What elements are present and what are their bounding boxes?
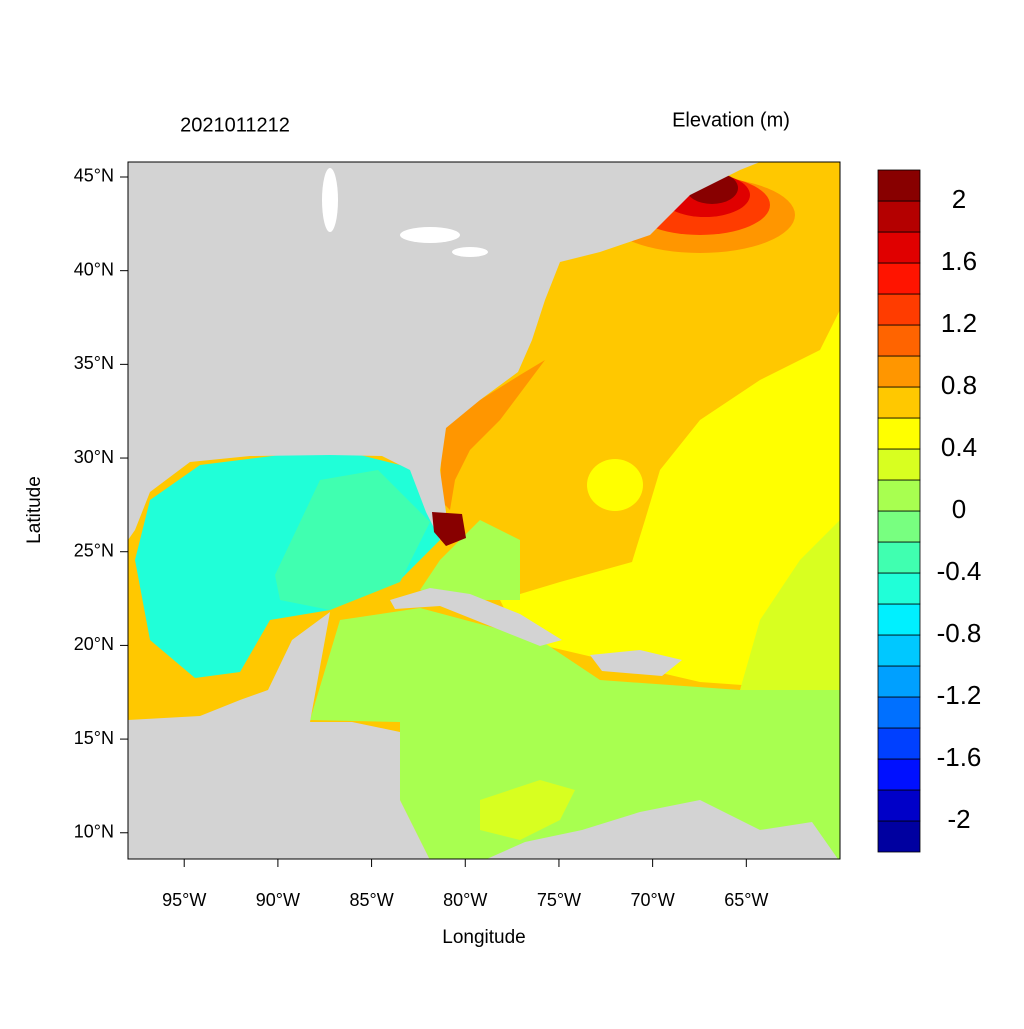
colorbar-box <box>877 510 921 543</box>
colorbar-box <box>877 355 921 388</box>
field-region <box>275 470 430 610</box>
colorbar-box <box>877 758 921 791</box>
colorbar-box <box>877 541 921 574</box>
colorbar-box <box>877 417 921 450</box>
x-tick-label: 95°W <box>162 890 206 910</box>
colorbar-label: -0.8 <box>937 618 982 648</box>
colorbar-label: 1.6 <box>941 246 977 276</box>
x-tick-label: 70°W <box>631 890 675 910</box>
lake <box>400 227 460 243</box>
colorbar-box <box>877 324 921 357</box>
colorbar-label: -2 <box>947 804 970 834</box>
land <box>128 162 760 540</box>
colorbar-label: 0.4 <box>941 432 977 462</box>
colorbar-box <box>877 789 921 822</box>
x-tick-label: 85°W <box>349 890 393 910</box>
y-tick-label: 30°N <box>74 447 114 467</box>
colorbar-box <box>877 634 921 667</box>
field-region <box>480 780 575 840</box>
lake <box>322 168 338 232</box>
field-region <box>440 360 545 510</box>
field-region <box>420 520 520 600</box>
field-region <box>740 520 840 700</box>
y-axis-label: Latitude <box>24 476 45 544</box>
plot-frame <box>127 161 841 860</box>
colorbar-box <box>877 696 921 729</box>
colorbar-box <box>877 479 921 512</box>
chart-title: 2021011212 <box>180 114 290 136</box>
colorbar-box <box>877 727 921 760</box>
field-region <box>587 459 643 511</box>
y-tick-label: 45°N <box>74 166 114 186</box>
colorbar-box <box>877 572 921 605</box>
y-tick-label: 20°N <box>74 634 114 654</box>
y-tick-label: 25°N <box>74 540 114 560</box>
colorbar-box <box>877 665 921 698</box>
colorbar-label: 0.8 <box>941 370 977 400</box>
colorbar-box <box>877 200 921 233</box>
colorbar-box <box>877 262 921 295</box>
land <box>590 650 682 676</box>
colorbar-label: -0.4 <box>937 556 982 586</box>
x-tick-label: 90°W <box>256 890 300 910</box>
lake <box>452 247 488 257</box>
colorbar-box <box>877 820 921 853</box>
x-axis-label: Longitude <box>442 927 525 948</box>
map <box>128 162 840 859</box>
field-region <box>310 608 840 859</box>
y-tick-label: 35°N <box>74 353 114 373</box>
colorbar-box <box>877 386 921 419</box>
colorbar-label: 0 <box>952 494 966 524</box>
colorbar-label: 1.2 <box>941 308 977 338</box>
colorbar-label: 2 <box>952 184 966 214</box>
land <box>128 612 430 859</box>
colorbar-label: -1.2 <box>937 680 982 710</box>
colorbar-box <box>877 293 921 326</box>
y-tick-label: 10°N <box>74 822 114 842</box>
field-region <box>500 310 840 692</box>
land <box>486 800 838 859</box>
colorbar-box <box>877 603 921 636</box>
colorbar-box <box>877 169 921 202</box>
subtitle: Elevation (m) <box>672 109 790 131</box>
colorbar-box <box>877 231 921 264</box>
y-tick-label: 15°N <box>74 728 114 748</box>
x-tick-label: 80°W <box>443 890 487 910</box>
x-tick-label: 75°W <box>537 890 581 910</box>
y-tick-label: 40°N <box>74 259 114 279</box>
colorbar-label: -1.6 <box>937 742 982 772</box>
x-tick-label: 65°W <box>724 890 768 910</box>
colorbar-box <box>877 448 921 481</box>
land <box>390 588 562 646</box>
field-region <box>432 512 466 546</box>
